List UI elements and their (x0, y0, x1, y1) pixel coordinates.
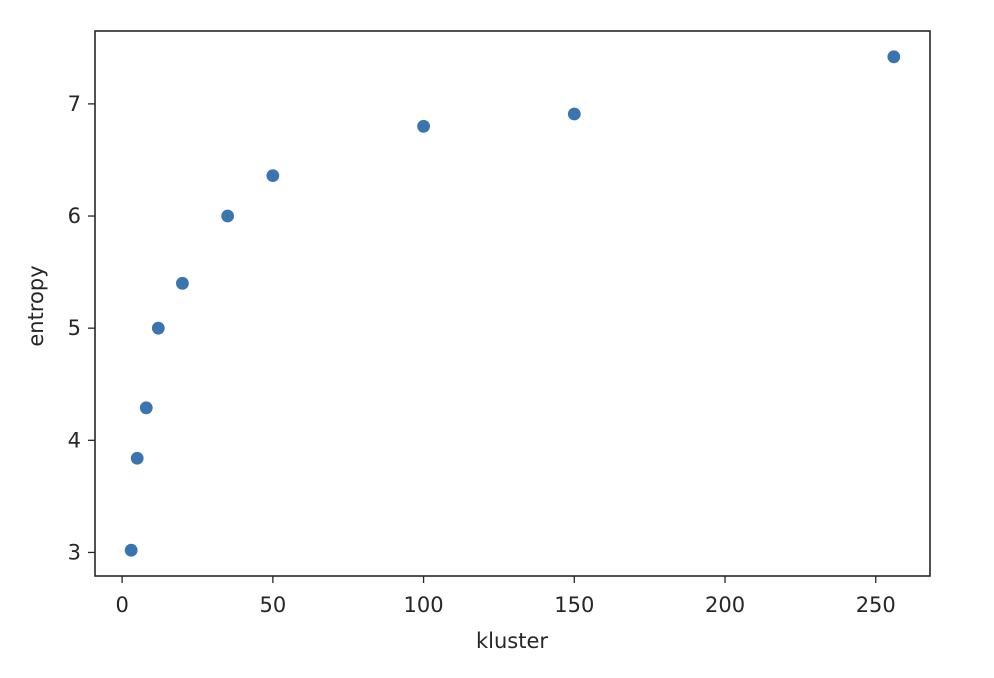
y-tick-label: 4 (68, 428, 81, 452)
y-tick-label: 3 (68, 540, 81, 564)
x-axis-label: kluster (476, 629, 548, 653)
data-point (138, 400, 154, 416)
data-point (150, 320, 166, 336)
x-tick-label: 50 (259, 593, 286, 617)
data-points (123, 49, 902, 558)
x-tick-label: 0 (115, 593, 128, 617)
x-tick-label: 100 (404, 593, 444, 617)
data-point (415, 118, 432, 134)
data-point (123, 542, 139, 558)
data-point (174, 275, 191, 291)
x-axis: 0 50 100 150 200 250 (115, 576, 896, 617)
y-axis: 3 4 5 6 7 (68, 92, 95, 564)
data-point (220, 208, 236, 224)
plot-frame (94, 30, 931, 577)
data-point (566, 106, 582, 122)
x-tick-label: 250 (856, 593, 896, 617)
y-tick-label: 6 (68, 204, 81, 228)
data-point (129, 450, 145, 466)
data-point (265, 168, 281, 184)
x-tick-label: 200 (705, 593, 745, 617)
y-axis-label: entropy (24, 265, 48, 346)
x-tick-label: 150 (554, 593, 594, 617)
y-tick-label: 5 (68, 316, 81, 340)
data-point (886, 49, 902, 65)
y-tick-label: 7 (68, 92, 81, 116)
